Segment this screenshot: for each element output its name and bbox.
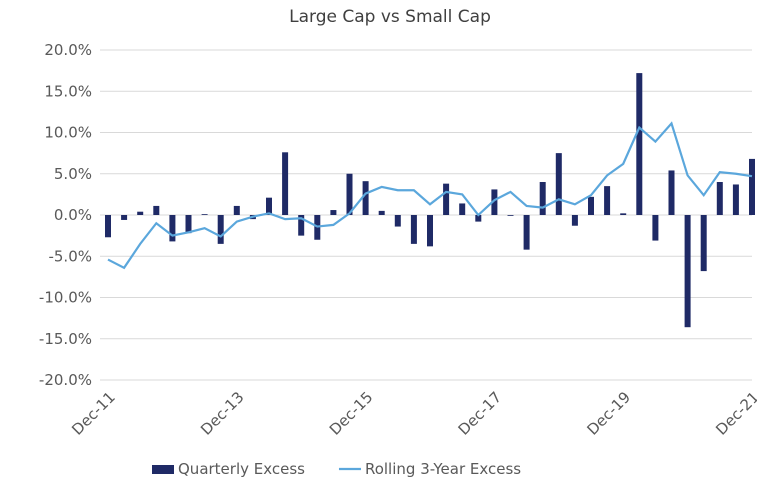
- bar: [169, 215, 176, 242]
- y-tick-label: 5.0%: [54, 165, 92, 183]
- bar: [346, 173, 353, 215]
- bar: [201, 214, 208, 215]
- bar: [459, 203, 466, 215]
- bar: [105, 215, 111, 238]
- x-tick-label: Dec-19: [583, 388, 634, 439]
- bar: [732, 184, 739, 215]
- bar: [652, 215, 659, 241]
- legend-label: Quarterly Excess: [178, 460, 305, 478]
- bar: [636, 73, 643, 215]
- y-tick-label: 0.0%: [54, 206, 92, 224]
- bar: [475, 215, 482, 222]
- x-tick-label: Dec-17: [455, 388, 506, 439]
- bar: [684, 215, 691, 328]
- legend-label: Rolling 3-Year Excess: [365, 460, 521, 478]
- bar: [137, 211, 144, 215]
- x-tick-label: Dec-15: [326, 388, 377, 439]
- bar: [571, 215, 578, 226]
- bar: [523, 215, 530, 250]
- bar: [362, 181, 369, 215]
- chart-title: Large Cap vs Small Cap: [289, 7, 491, 27]
- x-tick-label: Dec-13: [197, 388, 248, 439]
- bar: [266, 197, 272, 215]
- bar: [555, 153, 562, 215]
- bar: [588, 196, 594, 215]
- bar: [491, 189, 498, 215]
- x-tick-label: Dec-21: [712, 388, 757, 439]
- x-tick-label: Dec-11: [68, 388, 119, 439]
- line: [107, 121, 753, 270]
- y-tick-label: -20.0%: [39, 371, 92, 389]
- y-tick-label: -15.0%: [39, 330, 92, 348]
- bar: [298, 215, 305, 236]
- bar: [539, 182, 546, 215]
- bar: [749, 158, 755, 215]
- bar: [282, 152, 289, 215]
- bar: [716, 182, 723, 215]
- y-tick-label: -5.0%: [48, 247, 92, 265]
- y-tick-label: 10.0%: [44, 124, 92, 142]
- bar: [233, 205, 240, 215]
- legend-swatch: [152, 465, 174, 474]
- bar: [121, 215, 128, 220]
- y-tick-label: 15.0%: [44, 82, 92, 100]
- bar: [410, 215, 417, 244]
- bar: [427, 215, 433, 247]
- bar: [394, 215, 401, 227]
- y-tick-label: 20.0%: [44, 41, 92, 59]
- bar: [507, 215, 514, 216]
- bar: [378, 210, 385, 215]
- bar: [620, 213, 627, 215]
- bar: [185, 215, 192, 234]
- bar: [443, 183, 450, 215]
- y-tick-label: -10.0%: [39, 289, 92, 307]
- bar: [330, 210, 337, 215]
- bar: [604, 186, 611, 215]
- bar: [668, 170, 675, 215]
- bar: [217, 215, 224, 244]
- bar: [153, 205, 160, 215]
- bar: [700, 215, 707, 272]
